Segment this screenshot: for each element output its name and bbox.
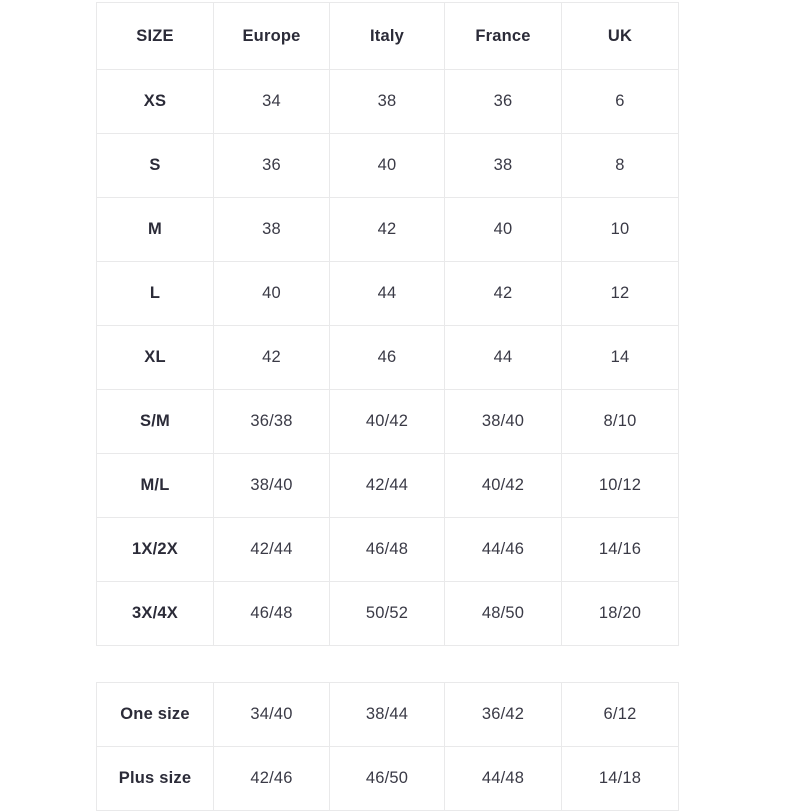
cell-italy: 46 xyxy=(329,325,445,390)
cell-size: 1X/2X xyxy=(96,517,214,582)
cell-europe: 34 xyxy=(213,69,330,134)
column-header-france: France xyxy=(444,2,562,70)
cell-europe: 46/48 xyxy=(213,581,330,646)
cell-italy: 42 xyxy=(329,197,445,262)
cell-italy: 38/44 xyxy=(329,682,445,747)
cell-france: 44/46 xyxy=(444,517,562,582)
cell-uk: 14/18 xyxy=(561,746,679,811)
table-row: 1X/2X 42/44 46/48 44/46 14/16 xyxy=(96,517,679,582)
table-row: Plus size 42/46 46/50 44/48 14/18 xyxy=(96,746,679,811)
cell-italy: 38 xyxy=(329,69,445,134)
cell-france: 36/42 xyxy=(444,682,562,747)
cell-europe: 36/38 xyxy=(213,389,330,454)
cell-france: 38 xyxy=(444,133,562,198)
size-chart-container: SIZE Europe Italy France UK XS 34 38 36 … xyxy=(96,2,679,811)
cell-france: 40/42 xyxy=(444,453,562,518)
cell-italy: 50/52 xyxy=(329,581,445,646)
cell-italy: 40/42 xyxy=(329,389,445,454)
table-header: SIZE Europe Italy France UK xyxy=(96,2,679,70)
cell-europe: 42/46 xyxy=(213,746,330,811)
table-row: M/L 38/40 42/44 40/42 10/12 xyxy=(96,453,679,518)
cell-size: M xyxy=(96,197,214,262)
cell-france: 38/40 xyxy=(444,389,562,454)
cell-size: One size xyxy=(96,682,214,747)
column-header-uk: UK xyxy=(561,2,679,70)
cell-uk: 8 xyxy=(561,133,679,198)
cell-france: 44/48 xyxy=(444,746,562,811)
cell-europe: 40 xyxy=(213,261,330,326)
cell-europe: 34/40 xyxy=(213,682,330,747)
table-row: M 38 42 40 10 xyxy=(96,197,679,262)
cell-size: 3X/4X xyxy=(96,581,214,646)
cell-italy: 42/44 xyxy=(329,453,445,518)
cell-france: 44 xyxy=(444,325,562,390)
cell-europe: 42 xyxy=(213,325,330,390)
cell-uk: 8/10 xyxy=(561,389,679,454)
standard-size-table: SIZE Europe Italy France UK XS 34 38 36 … xyxy=(96,2,679,646)
column-header-size: SIZE xyxy=(96,2,214,70)
cell-size: S/M xyxy=(96,389,214,454)
cell-europe: 36 xyxy=(213,133,330,198)
table-row: L 40 44 42 12 xyxy=(96,261,679,326)
cell-uk: 10 xyxy=(561,197,679,262)
cell-uk: 10/12 xyxy=(561,453,679,518)
table-row: 3X/4X 46/48 50/52 48/50 18/20 xyxy=(96,581,679,646)
cell-uk: 14/16 xyxy=(561,517,679,582)
cell-italy: 40 xyxy=(329,133,445,198)
cell-size: Plus size xyxy=(96,746,214,811)
cell-size: M/L xyxy=(96,453,214,518)
table-body: One size 34/40 38/44 36/42 6/12 Plus siz… xyxy=(96,682,679,811)
cell-size: L xyxy=(96,261,214,326)
cell-size: XS xyxy=(96,69,214,134)
column-header-italy: Italy xyxy=(329,2,445,70)
column-header-europe: Europe xyxy=(213,2,330,70)
universal-size-table: One size 34/40 38/44 36/42 6/12 Plus siz… xyxy=(96,682,679,811)
cell-france: 48/50 xyxy=(444,581,562,646)
table-row: One size 34/40 38/44 36/42 6/12 xyxy=(96,682,679,747)
table-row: XS 34 38 36 6 xyxy=(96,69,679,134)
cell-size: S xyxy=(96,133,214,198)
cell-france: 40 xyxy=(444,197,562,262)
cell-italy: 46/48 xyxy=(329,517,445,582)
cell-europe: 38 xyxy=(213,197,330,262)
table-row: S/M 36/38 40/42 38/40 8/10 xyxy=(96,389,679,454)
cell-france: 36 xyxy=(444,69,562,134)
cell-italy: 46/50 xyxy=(329,746,445,811)
cell-uk: 14 xyxy=(561,325,679,390)
cell-europe: 42/44 xyxy=(213,517,330,582)
cell-europe: 38/40 xyxy=(213,453,330,518)
table-row: XL 42 46 44 14 xyxy=(96,325,679,390)
table-body: XS 34 38 36 6 S 36 40 38 8 M 38 42 40 10 xyxy=(96,69,679,646)
cell-france: 42 xyxy=(444,261,562,326)
table-header-row: SIZE Europe Italy France UK xyxy=(96,2,679,70)
table-row: S 36 40 38 8 xyxy=(96,133,679,198)
cell-uk: 18/20 xyxy=(561,581,679,646)
table-spacer xyxy=(96,646,678,682)
cell-uk: 6 xyxy=(561,69,679,134)
cell-uk: 12 xyxy=(561,261,679,326)
cell-uk: 6/12 xyxy=(561,682,679,747)
cell-size: XL xyxy=(96,325,214,390)
cell-italy: 44 xyxy=(329,261,445,326)
